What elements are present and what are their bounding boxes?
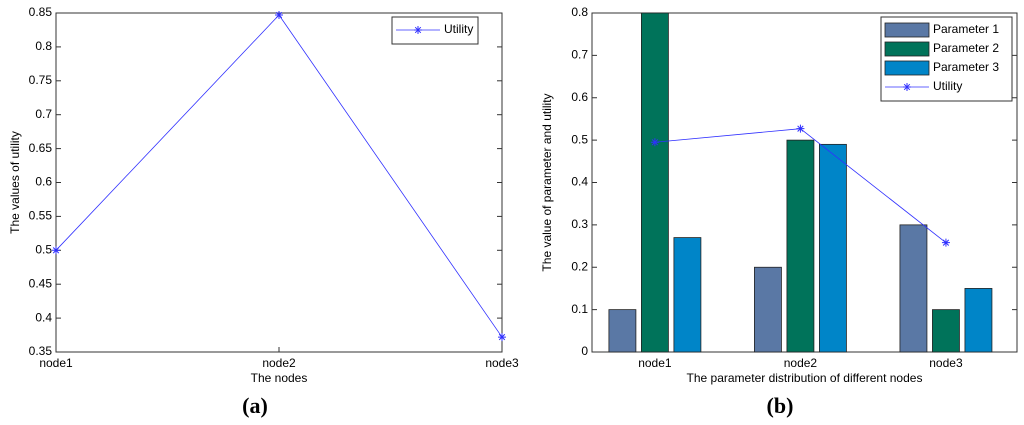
bar [641,12,669,353]
y-tick-label: 0.65 [29,141,53,155]
legend-label: Parameter 2 [933,41,999,55]
bar [899,224,928,353]
bar [932,309,960,353]
caption: (b) [767,393,794,418]
plot-area [55,12,503,353]
y-tick-label: 0.8 [571,5,588,19]
y-tick-label: 0.7 [571,48,588,62]
y-tick-label: 0.7 [35,107,52,121]
marker [941,238,950,247]
bar [964,288,993,353]
y-tick-label: 0.75 [29,73,53,87]
y-tick-label: 0.1 [571,302,588,316]
y-tick-label: 0.5 [35,242,52,256]
bar [754,266,782,353]
y-axis-label: The value of parameter and utility [540,93,554,271]
legend-swatch [884,60,930,76]
y-tick-label: 0.2 [571,259,588,273]
legend-marker [903,83,911,91]
legend-swatch [884,41,930,57]
y-tick-label: 0.4 [571,175,588,189]
x-tick-label: node2 [262,356,296,370]
y-axis-label: The values of utility [8,131,22,234]
y-tick-label: 0.4 [35,310,52,324]
bar [673,237,702,353]
caption: (a) [242,393,268,418]
y-tick-label: 0.8 [35,39,52,53]
y-tick-label: 0.6 [571,90,588,104]
y-tick-label: 0.3 [571,217,588,231]
bar [786,139,815,353]
x-tick-label: node3 [485,356,519,370]
marker [52,246,60,255]
x-tick-label: node2 [784,356,818,370]
y-tick-label: 0.35 [29,344,53,358]
x-tick-label: node3 [929,356,963,370]
legend-label: Utility [444,22,473,36]
y-tick-label: 0.6 [35,175,52,189]
y-tick-label: 0.85 [29,5,53,19]
y-tick-label: 0.45 [29,276,53,290]
marker [275,11,283,20]
legend-label: Utility [933,79,962,93]
legend-label: Parameter 1 [933,22,999,36]
x-tick-label: node1 [638,356,672,370]
marker [796,124,805,133]
legend-label: Parameter 3 [933,60,999,74]
legend [391,16,479,45]
y-tick-label: 0 [581,344,588,358]
y-tick-label: 0.5 [571,132,588,146]
x-tick-label: node1 [39,356,73,370]
bar [819,143,847,353]
marker [498,333,506,342]
marker [650,138,659,147]
bar [608,309,637,353]
legend-swatch [884,22,930,38]
x-axis-label: The nodes [251,371,308,385]
x-axis-label: The parameter distribution of different … [687,371,923,385]
legend-marker [414,26,422,34]
y-tick-label: 0.55 [29,209,53,223]
